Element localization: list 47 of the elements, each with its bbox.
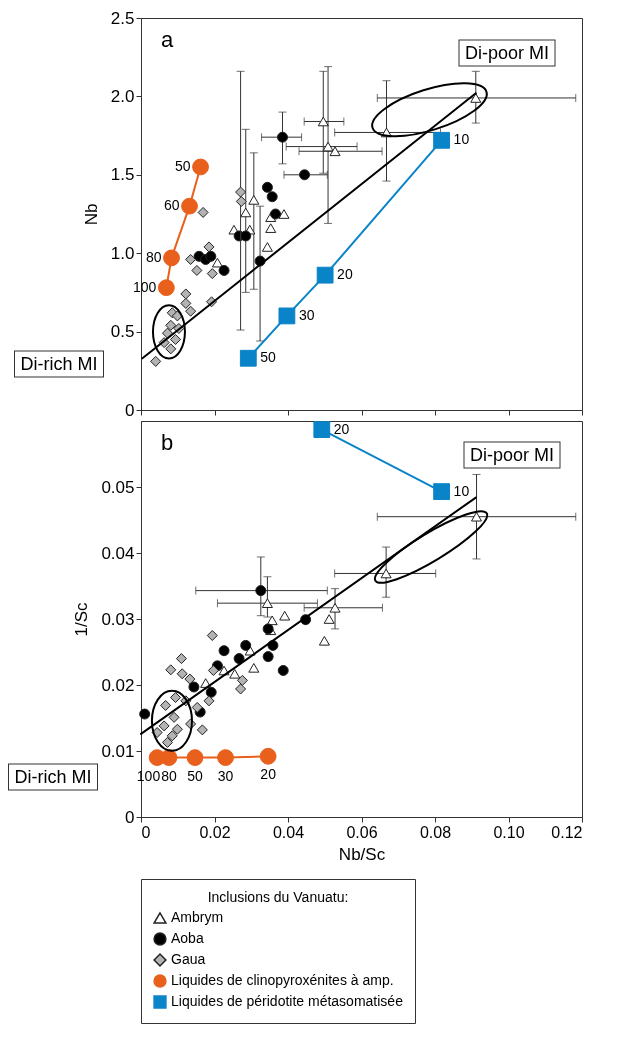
x-tick-label: 0.08	[419, 823, 452, 841]
annotation: 30	[298, 306, 315, 323]
text: Di-rich MI	[20, 354, 98, 374]
x-tick-label: 0.12	[551, 823, 583, 841]
x-tick-label: 0.02	[199, 823, 231, 841]
y-tick-label: 1.5	[110, 165, 135, 185]
legend-label: Liquides de clinopyroxénites à amp.	[171, 972, 394, 988]
x-tick-label: 0.10	[493, 823, 525, 841]
legend-label: Gaua	[171, 951, 206, 967]
y-tick-label: 2.5	[110, 8, 135, 28]
annotation: Di-poor MI	[469, 445, 555, 465]
y-tick-label: 0.05	[101, 477, 135, 497]
annotation: 20	[337, 266, 353, 283]
x-axis-title: Nb/Sc	[338, 844, 386, 864]
y-tick-label: 0.02	[101, 675, 135, 695]
x-tick-label: 0.06	[346, 823, 378, 841]
annotation: 80	[161, 767, 177, 784]
annotation: Di-poor MI	[464, 43, 550, 63]
annotation: 20	[333, 420, 350, 437]
y-tick-label: 2.0	[110, 86, 135, 106]
legend-title: Inclusions du Vanuatu:	[207, 889, 349, 905]
x-tick-label: 0.04	[272, 823, 305, 841]
y-tick-label: 0.5	[110, 322, 135, 342]
chart-title: b	[161, 430, 174, 455]
y-tick-label: 0.01	[101, 741, 135, 761]
y-tick-label: 0	[125, 400, 135, 420]
legend-label: Liquides de péridotite métasomatisée	[171, 993, 404, 1009]
chart-title: a	[161, 27, 174, 52]
annotation: 80	[145, 248, 162, 265]
annotation: 30	[217, 767, 234, 784]
annotation: 10	[453, 131, 470, 148]
annotation: 20	[260, 766, 277, 783]
y-tick-label: 0.04	[101, 543, 135, 563]
annotation: 10	[453, 482, 470, 499]
text: Di-rich MI	[14, 767, 92, 787]
annotation: 50	[174, 157, 191, 174]
annotation: 50	[187, 767, 204, 784]
legend-label: Aoba	[171, 930, 204, 946]
y-axis-title: 1/Sc	[72, 602, 92, 637]
x-tick-label: 0	[141, 823, 151, 841]
annotation: 60	[163, 197, 180, 214]
legend-label: Ambrym	[171, 909, 224, 925]
y-tick-label: 0.03	[101, 609, 135, 629]
annotation: 50	[260, 349, 277, 366]
y-axis-title: Nb	[81, 203, 101, 226]
y-tick-label: 1.0	[110, 243, 135, 263]
y-tick-label: 0	[125, 807, 135, 827]
